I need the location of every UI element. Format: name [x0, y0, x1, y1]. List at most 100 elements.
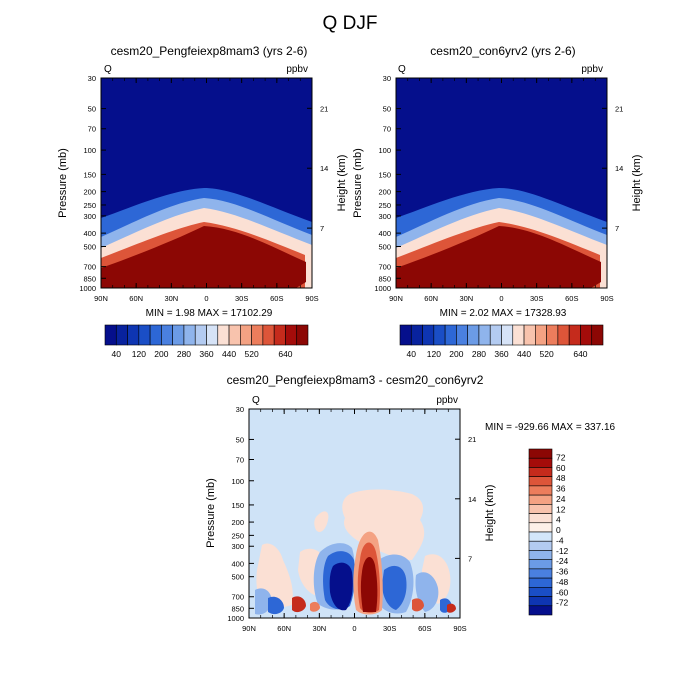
- panel-right-label: ppbv: [286, 64, 308, 75]
- y-axis-label: Pressure (mb): [205, 478, 217, 548]
- colorbar-label: 640: [278, 349, 292, 359]
- colorbar-swatch: [285, 324, 298, 346]
- y-tick-label: 850: [83, 274, 96, 283]
- x-tick-label: 60S: [565, 294, 578, 303]
- y-axis-label: Pressure (mb): [57, 148, 69, 218]
- y-tick-label: 200: [378, 188, 391, 197]
- colorbar-swatch: [149, 324, 162, 346]
- colorbar-swatch: [217, 324, 230, 346]
- y-tick-label-right: 14: [615, 164, 623, 173]
- colorbar-swatch: [591, 324, 604, 346]
- colorbar-swatch: [251, 324, 264, 346]
- panel-title: cesm20_Pengfeiexp8mam3 - cesm20_con6yrv2: [227, 373, 484, 387]
- colorbar-label: 360: [494, 349, 508, 359]
- y-tick-label: 850: [378, 274, 391, 283]
- colorbar-label: 440: [517, 349, 531, 359]
- colorbar-swatch: [528, 485, 553, 496]
- colorbar-swatch: [172, 324, 185, 346]
- y-tick-label-right: 21: [615, 104, 623, 113]
- colorbar-swatch: [528, 522, 553, 533]
- y-tick-label: 400: [83, 229, 96, 238]
- colorbar-swatch: [444, 324, 457, 346]
- y-tick-label: 500: [378, 242, 391, 251]
- y-tick-label: 100: [83, 146, 96, 155]
- panel-left-label: Q: [104, 64, 112, 75]
- colorbar-label: -36: [556, 567, 569, 577]
- x-tick-label: 30S: [530, 294, 543, 303]
- x-tick-label: 90N: [389, 294, 403, 303]
- y-tick-label: 100: [231, 477, 244, 486]
- minmax-text: MIN = 2.02 MAX = 17328.93: [440, 308, 567, 319]
- y-tick-label: 500: [231, 573, 244, 582]
- x-tick-label: 90S: [453, 624, 466, 633]
- x-tick-label: 30N: [459, 294, 473, 303]
- colorbar-swatch: [528, 568, 553, 579]
- x-tick-label: 60S: [418, 624, 431, 633]
- colorbar-label: -48: [556, 577, 569, 587]
- y-tick-label: 300: [231, 542, 244, 551]
- x-tick-label: 0: [352, 624, 356, 633]
- y-axis-label-right: Height (km): [631, 155, 643, 212]
- colorbar-swatch: [528, 577, 553, 588]
- panel-right-label: ppbv: [436, 395, 458, 406]
- y-tick-label: 100: [378, 146, 391, 155]
- y-axis-label: Pressure (mb): [352, 148, 364, 218]
- y-tick-label: 250: [83, 201, 96, 210]
- colorbar-swatch: [399, 324, 412, 346]
- y-tick-label: 250: [231, 531, 244, 540]
- y-tick-label: 50: [383, 105, 391, 114]
- colorbar-swatch: [273, 324, 286, 346]
- colorbar-swatch: [528, 457, 553, 468]
- colorbar-swatch: [528, 587, 553, 597]
- colorbar-swatch: [528, 559, 553, 570]
- y-tick-label: 70: [383, 125, 391, 134]
- colorbar-swatch: [580, 324, 593, 346]
- panel-title: cesm20_Pengfeiexp8mam3 (yrs 2-6): [111, 44, 308, 58]
- colorbar-label: 48: [556, 473, 566, 483]
- colorbar-label: 200: [154, 349, 168, 359]
- y-tick-label: 300: [83, 212, 96, 221]
- colorbar-label: 200: [449, 349, 463, 359]
- page-title: Q DJF: [323, 13, 378, 34]
- x-tick-label: 60N: [277, 624, 291, 633]
- x-tick-label: 90N: [94, 294, 108, 303]
- colorbar: 40 120 200 280 360 440 520 640: [399, 324, 604, 359]
- x-tick-label: 30N: [164, 294, 178, 303]
- y-tick-label: 50: [88, 105, 96, 114]
- colorbar-swatch: [501, 324, 514, 346]
- y-axis-label-right: Height (km): [336, 155, 348, 212]
- colorbar-label: 36: [556, 484, 566, 494]
- colorbar-label: 120: [132, 349, 146, 359]
- colorbar-label: -72: [556, 598, 569, 608]
- y-tick-label: 400: [231, 559, 244, 568]
- y-tick-label: 50: [236, 435, 244, 444]
- panel-title: cesm20_con6yrv2 (yrs 2-6): [430, 44, 575, 58]
- x-tick-label: 60S: [270, 294, 283, 303]
- colorbar-label: 72: [556, 452, 566, 462]
- colorbar-swatch: [422, 324, 435, 346]
- y-tick-label: 200: [83, 188, 96, 197]
- colorbar-label: 24: [556, 494, 566, 504]
- y-tick-label: 30: [236, 405, 244, 414]
- contour-field: [396, 78, 607, 288]
- colorbar-swatch: [296, 324, 309, 346]
- y-tick-label: 30: [383, 74, 391, 83]
- x-tick-label: 60N: [424, 294, 438, 303]
- colorbar-label: 640: [573, 349, 587, 359]
- y-tick-label-right: 21: [320, 104, 328, 113]
- colorbar-swatch: [262, 324, 275, 346]
- colorbar-swatch: [115, 324, 128, 346]
- panel-left-label: Q: [398, 64, 406, 75]
- y-tick-label: 500: [83, 242, 96, 251]
- y-tick-label-right: 7: [615, 224, 619, 233]
- colorbar-swatch: [433, 324, 446, 346]
- panel-control: cesm20_con6yrv2 (yrs 2-6) Q ppbv 3050701…: [352, 44, 643, 359]
- y-tick-label: 70: [88, 125, 96, 134]
- colorbar-label: -24: [556, 556, 569, 566]
- colorbar-swatch: [478, 324, 491, 346]
- x-tick-label: 0: [499, 294, 503, 303]
- y-tick-label: 1000: [79, 284, 96, 293]
- y-tick-label-right: 14: [320, 164, 328, 173]
- colorbar-label: 440: [222, 349, 236, 359]
